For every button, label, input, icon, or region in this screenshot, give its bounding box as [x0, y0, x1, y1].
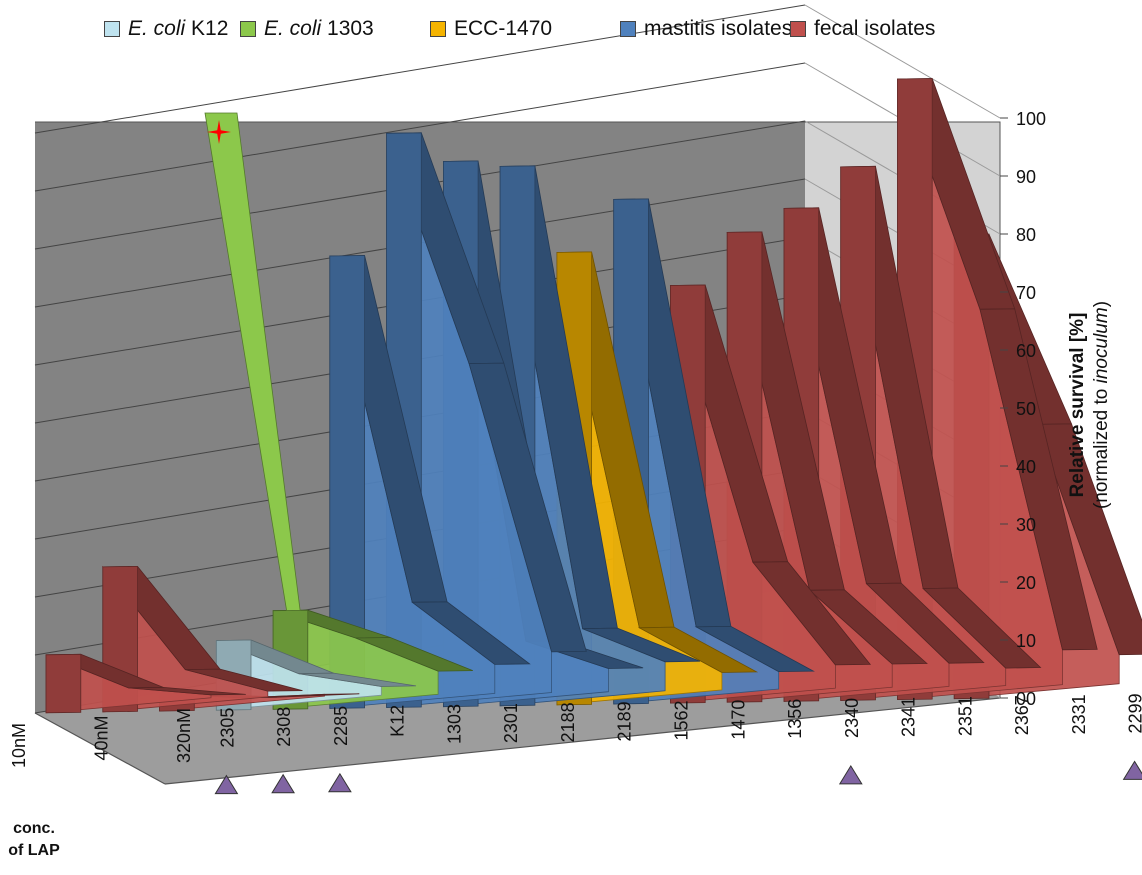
red-star-marker — [207, 120, 231, 144]
x-label-2351: 2351 — [955, 696, 975, 736]
legend-item: E. coli 1303 — [240, 14, 374, 43]
marker-triangles — [214, 760, 1142, 795]
legend-swatch — [620, 20, 636, 37]
top-segment-2367-40nM — [922, 587, 1042, 669]
x-label-2188: 2188 — [558, 702, 578, 742]
y-tick-label: 20 — [1016, 573, 1036, 593]
top-segment-K12-40nM — [298, 672, 417, 687]
x-label-K12: K12 — [388, 705, 408, 737]
conc-axis-label: conc. of LAP — [8, 820, 60, 859]
top-segment-2301-40nM — [411, 601, 531, 665]
x-axis-line — [164, 697, 1001, 785]
top-segment-1356-40nM — [694, 625, 815, 673]
x-label-2189: 2189 — [615, 701, 635, 741]
legend-label: mastitis isolates — [644, 17, 793, 40]
y-axis-ticks: 00 10 20 30 40 50 60 70 80 90 100 — [1000, 109, 1046, 709]
y-axis-label: Relative survival [%] (normalized to ino… — [1066, 301, 1114, 509]
top-segment-2299-40nM — [1036, 423, 1142, 656]
y-tick-label: 10 — [1016, 631, 1036, 651]
series-2305 — [45, 653, 246, 714]
y-tick-label: 90 — [1016, 167, 1036, 187]
special-series-1303 — [204, 112, 301, 611]
top-segment-1303-40nM — [355, 637, 473, 672]
y-axis-label-sub: (normalized to inoculum) — [1091, 300, 1112, 510]
x-label-2299: 2299 — [1126, 693, 1142, 733]
legend-label: ECC-1470 — [454, 17, 553, 40]
legend-swatch — [430, 20, 446, 37]
gridline-side — [804, 4, 1001, 119]
x-label-1303: 1303 — [444, 704, 464, 744]
top-segment-1470-40nM — [637, 626, 759, 673]
legend-label: fecal isolates — [814, 17, 936, 40]
x-label-2308: 2308 — [274, 707, 294, 747]
x-label-1356: 1356 — [785, 699, 805, 739]
x-label-2285: 2285 — [331, 706, 351, 746]
depth-axis-line — [34, 712, 166, 785]
y-tick-label: 30 — [1016, 515, 1036, 535]
legend-label: E. coli 1303 — [264, 17, 374, 40]
legend-swatch — [240, 20, 256, 37]
x-label-2367: 2367 — [1012, 695, 1032, 735]
y-tick-label: 40 — [1016, 457, 1036, 477]
top-segment-2308-40nM — [185, 668, 303, 692]
top-segment-2340-40nM — [752, 561, 872, 666]
front-edge-2301 — [329, 255, 366, 709]
triangle-marker-2305 — [214, 774, 239, 795]
gridline-back — [34, 62, 806, 192]
ribbons — [45, 78, 1142, 714]
triangle-marker-2285 — [328, 772, 352, 793]
y-tick-label: 00 — [1016, 689, 1036, 709]
legend-item: ECC-1470 — [430, 14, 552, 43]
conc-label-40nM: 40nM — [92, 716, 112, 761]
y-tick-label: 100 — [1016, 109, 1046, 129]
legend-item: fecal isolates — [790, 14, 935, 43]
top-segment-2351-40nM — [865, 582, 985, 664]
y-tick-label: 60 — [1016, 341, 1036, 361]
top-segment-2331-40nM — [979, 308, 1098, 651]
conc-label-10nM: 10nM — [9, 723, 29, 768]
x-label-2305: 2305 — [217, 708, 237, 748]
x-axis-labels: 2305 2308 2285 K12 1303 2301 2188 2189 1562 1470 1… — [217, 693, 1142, 747]
legend-swatch — [790, 20, 806, 37]
triangle-marker-2299 — [1122, 760, 1142, 780]
top-segment-2305-40nM — [128, 686, 246, 696]
spike-1303 — [204, 112, 301, 611]
legend-swatch — [104, 20, 120, 37]
conc-label-320nM: 320nM — [174, 708, 194, 763]
legend-label: E. coli K12 — [128, 17, 229, 40]
top-segment-2341-40nM — [808, 589, 928, 665]
top-segment-1562-40nM — [582, 627, 701, 663]
y-axis-label-main: Relative survival [%] — [1067, 312, 1088, 498]
front-edge-2305 — [45, 653, 82, 714]
top-segment-2188-40nM — [468, 362, 587, 653]
legend-item: mastitis isolates — [620, 14, 792, 43]
series-2301 — [329, 255, 531, 709]
x-label-2331: 2331 — [1069, 694, 1089, 734]
x-label-2340: 2340 — [842, 698, 862, 738]
y-tick-label: 80 — [1016, 225, 1036, 245]
x-label-2341: 2341 — [899, 697, 919, 737]
y-tick-label: 70 — [1016, 283, 1036, 303]
legend-item: E. coli K12 — [104, 14, 228, 43]
depth-axis-labels: 10nM 40nM 320nM — [9, 708, 194, 768]
x-label-2301: 2301 — [501, 703, 521, 743]
x-label-1562: 1562 — [672, 701, 692, 741]
x-label-1470: 1470 — [728, 700, 748, 740]
gridline-back — [34, 4, 806, 134]
y-tick-label: 50 — [1016, 399, 1036, 419]
triangle-marker-2308 — [271, 773, 295, 794]
triangle-marker-2340 — [838, 764, 863, 785]
legend: E. coli K12 E. coli 1303 ECC-1470 mastitis … — [100, 14, 1122, 84]
